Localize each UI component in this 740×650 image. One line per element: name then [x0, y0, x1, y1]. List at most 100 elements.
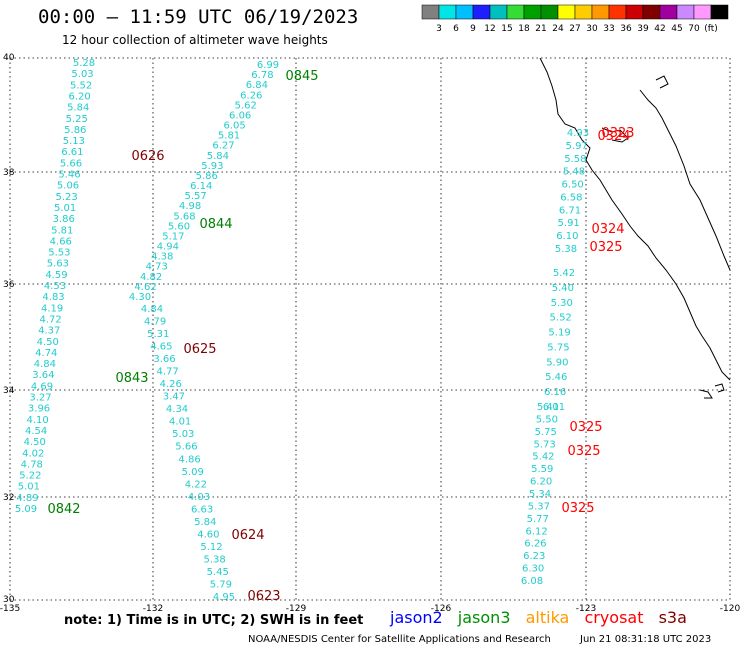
- legend-s3a: s3a: [658, 608, 687, 627]
- wave-height-point: 5.90: [546, 357, 568, 368]
- wave-height-point: 4.50: [37, 337, 59, 348]
- wave-height-point: 6.26: [524, 539, 546, 550]
- color-scale-label: 9: [470, 24, 476, 34]
- wave-height-point: 5.48: [563, 167, 585, 178]
- wave-height-point: 5.52: [70, 80, 92, 91]
- wave-height-point: 5.17: [162, 231, 184, 242]
- wave-height-point: 4.26: [160, 379, 182, 390]
- legend-jason2: jason2: [390, 608, 443, 627]
- wave-height-point: 6.63: [191, 504, 213, 515]
- map-title: 00:00 – 11:59 UTC 06/19/2023: [38, 6, 359, 28]
- wave-height-point: 5.59: [531, 464, 553, 475]
- wave-height-point: 4.83: [42, 292, 64, 303]
- coastline: [539, 57, 731, 399]
- wave-height-point: 4.01: [169, 417, 191, 428]
- wave-height-point: 5.46: [58, 170, 80, 181]
- color-scale-label: 12: [484, 24, 495, 34]
- wave-height-point: 5.09: [182, 467, 204, 478]
- wave-height-point: 3.86: [53, 214, 75, 225]
- wave-height-point: 5.68: [173, 211, 195, 222]
- wave-height-point: 5.66: [60, 158, 82, 169]
- wave-height-point: 4.98: [179, 201, 201, 212]
- wave-height-point: 5.53: [48, 248, 70, 259]
- color-swatch: [710, 4, 729, 20]
- lon-tick-label: -120: [720, 604, 740, 614]
- wave-height-point: 4.79: [144, 317, 166, 328]
- lon-tick-label: -129: [286, 604, 307, 614]
- wave-height-point: 6.58: [560, 192, 582, 203]
- pass-time-label: 0844: [199, 217, 232, 232]
- wave-height-point: 5.79: [210, 579, 232, 590]
- wave-height-point: 5.19: [548, 328, 570, 339]
- lat-lon-grid: [9, 57, 731, 601]
- wave-height-point: 4.69: [31, 381, 53, 392]
- lat-tick-label: 34: [3, 386, 15, 396]
- wave-height-point: 4.50: [24, 437, 46, 448]
- wave-height-point: 5.81: [218, 131, 240, 142]
- wave-height-point: 5.97: [566, 141, 588, 152]
- cryosat-pass-label: 0325: [561, 501, 594, 516]
- cryosat-pass-label: 0325: [569, 420, 602, 435]
- wave-height-point: 5.01: [18, 482, 40, 493]
- wave-height-point: 4.84: [34, 359, 56, 370]
- wave-height-point: 5.91: [558, 218, 580, 229]
- wave-height-point: 4.54: [25, 426, 47, 437]
- wave-height-point: 6.05: [223, 121, 245, 132]
- wave-height-point: 4.78: [21, 459, 43, 470]
- generated-timestamp: Jun 21 08:31:18 UTC 2023: [580, 634, 712, 645]
- wave-height-point: 5.66: [175, 442, 197, 453]
- color-scale-label: 39: [637, 24, 649, 34]
- wave-height-point: 6.71: [559, 205, 581, 216]
- wave-height-point: 5.81: [51, 225, 73, 236]
- wave-height-point: 6.12: [525, 526, 547, 537]
- wave-height-point: 5.86: [196, 171, 218, 182]
- wave-height-point: 5.40: [552, 283, 574, 294]
- wave-height-point: 5.60: [168, 221, 190, 232]
- wave-height-point: 5.52: [550, 313, 572, 324]
- lon-tick-label: -132: [143, 604, 163, 614]
- wave-height-point: 6.14: [190, 181, 212, 192]
- wave-height-point: 5.37: [528, 501, 550, 512]
- wave-height-point: 6.20: [530, 477, 552, 488]
- cryosat-pass-label: 0325: [567, 444, 600, 459]
- wave-height-point: 3.47: [163, 392, 185, 403]
- pass-time-labels: 0845062608440625084308420624062303230324…: [47, 69, 634, 604]
- wave-height-point: 4.89: [16, 493, 38, 504]
- wave-height-point: 4.93: [567, 128, 589, 139]
- wave-height-point: 4.94: [157, 242, 179, 253]
- legend-jason3: jason3: [457, 608, 511, 627]
- wave-height-point: 6.78: [251, 70, 273, 81]
- wave-height-point: 5.41: [537, 402, 559, 413]
- wave-height-point: 5.57: [185, 191, 207, 202]
- wave-height-point: 5.13: [63, 136, 85, 147]
- wave-height-point: 4.30: [129, 292, 151, 303]
- wave-height-point: 5.03: [172, 429, 194, 440]
- wave-height-point: 4.10: [26, 415, 48, 426]
- wave-height-point: 4.37: [38, 326, 60, 337]
- color-scale-label: 3: [436, 24, 442, 34]
- lon-tick-label: -135: [0, 604, 20, 614]
- lat-tick-label: 30: [3, 595, 15, 605]
- map-subtitle: 12 hour collection of altimeter wave hei…: [62, 33, 328, 47]
- wave-height-point: 5.34: [529, 489, 551, 500]
- wave-height-point: 4.19: [41, 303, 63, 314]
- wave-height-point: 6.16: [544, 387, 566, 398]
- color-scale-label: 70: [688, 24, 700, 34]
- wave-height-point: 5.84: [67, 103, 89, 114]
- wave-height-point: 4.84: [141, 304, 163, 315]
- wave-height-point: 5.77: [527, 514, 549, 525]
- wave-height-point: 5.50: [536, 414, 558, 425]
- wave-height-point: 5.22: [19, 471, 41, 482]
- wave-height-point: 4.74: [35, 348, 57, 359]
- wave-height-point: 5.31: [147, 329, 169, 340]
- wave-height-point: 6.30: [522, 564, 544, 575]
- wave-height-point: 4.77: [157, 367, 179, 378]
- wave-height-point: 5.46: [545, 372, 567, 383]
- lat-tick-label: 36: [3, 280, 15, 290]
- footnote: note: 1) Time is in UTC; 2) SWH is in fe…: [64, 613, 364, 628]
- lat-tick-label: 38: [3, 168, 15, 178]
- wave-height-point: 4.86: [178, 454, 200, 465]
- wave-height-point: 4.73: [146, 262, 168, 273]
- wave-height-point: 5.28: [73, 58, 95, 69]
